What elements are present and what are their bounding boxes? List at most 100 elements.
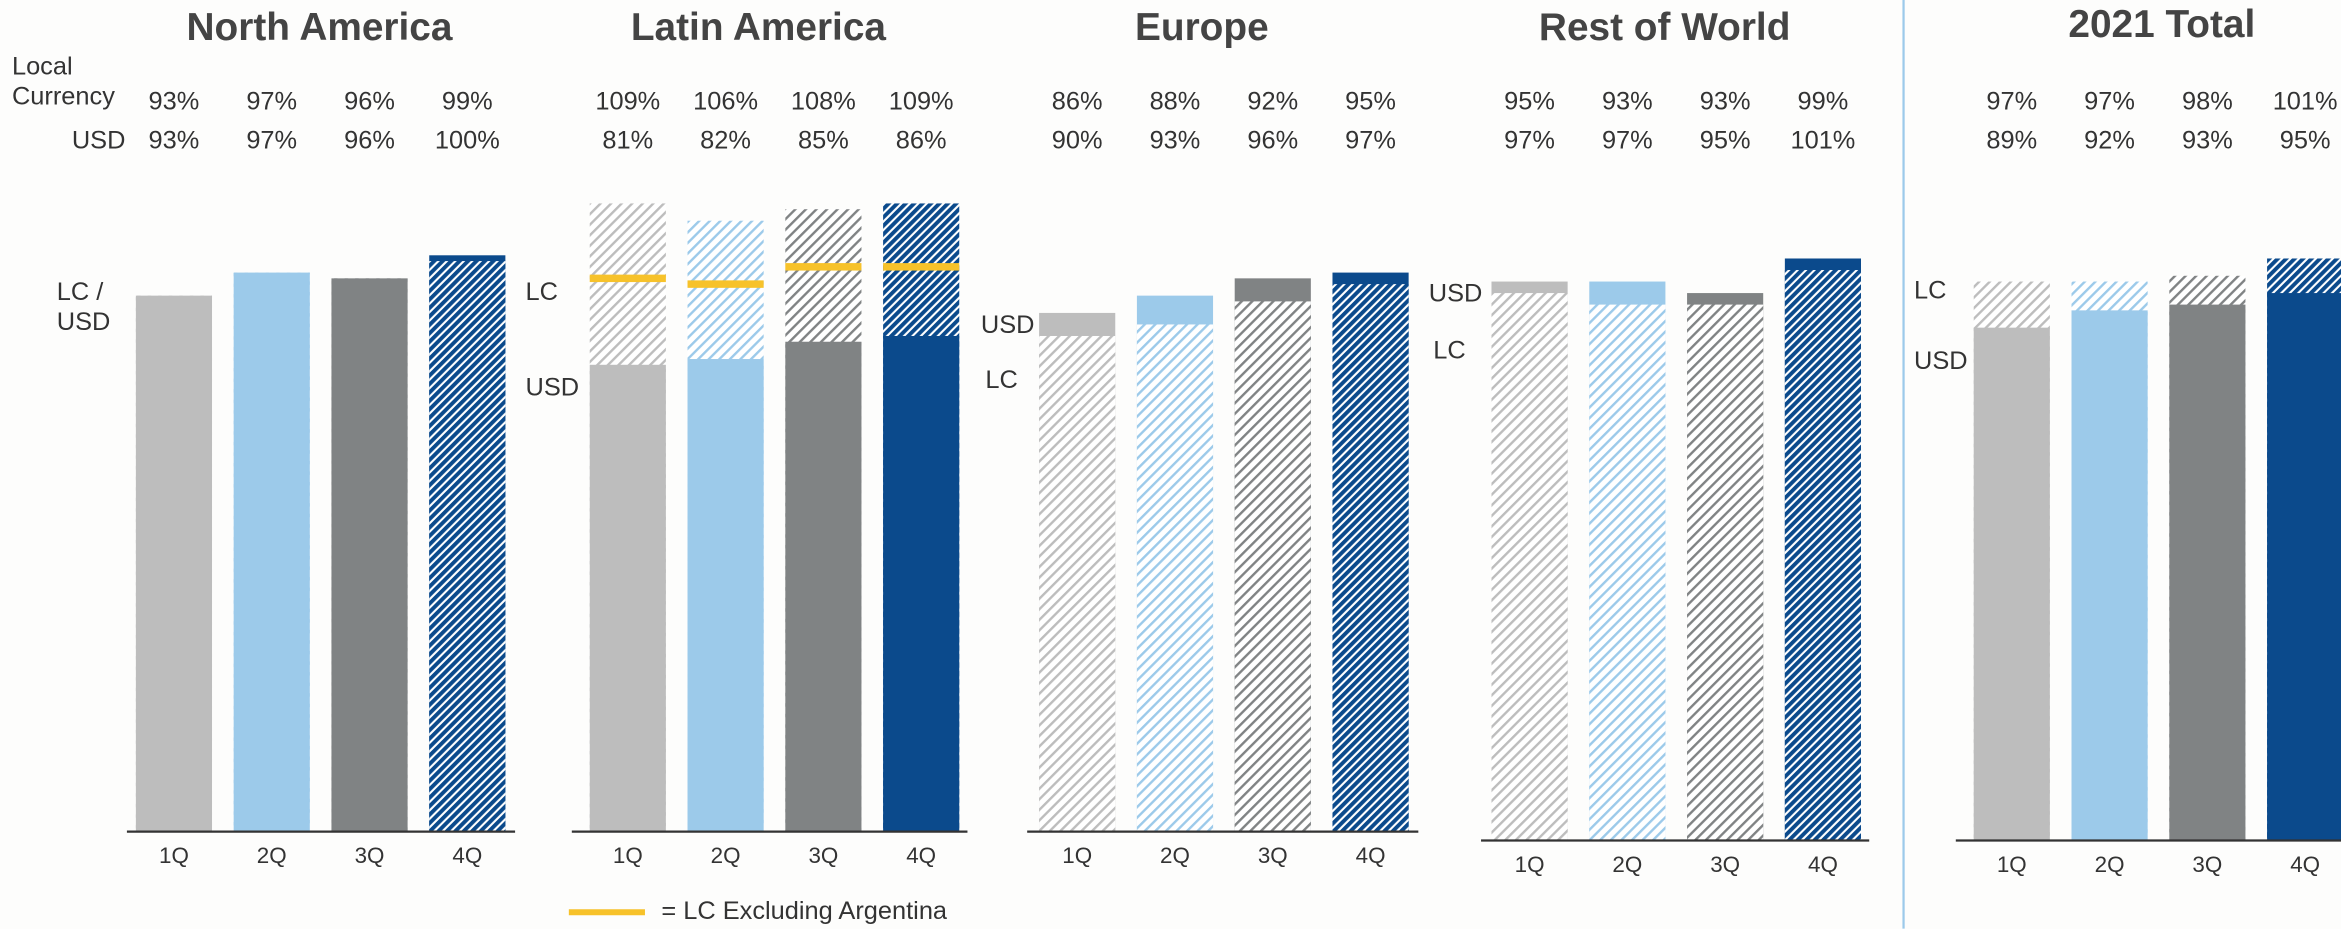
row-label-box: Local Currency	[11, 52, 115, 111]
argentina-marker	[687, 280, 764, 288]
annotation: LC	[525, 277, 558, 307]
x-tick-label: 2Q	[1612, 852, 1642, 877]
annotation-box: LC	[985, 365, 1018, 395]
annotation-box: LC	[525, 277, 558, 307]
x-tick-label: 1Q	[1062, 843, 1092, 868]
bar-usd	[883, 335, 960, 832]
bar-lc	[1136, 324, 1214, 832]
lc-value-label: 108%	[791, 88, 856, 116]
x-tick-label: 1Q	[1997, 852, 2027, 877]
row-label: Local Currency	[11, 52, 115, 111]
x-tick-label: 4Q	[452, 843, 482, 868]
x-tick-label: 2Q	[257, 843, 287, 868]
bar-lc	[1332, 284, 1409, 832]
usd-value-label: 95%	[1700, 127, 1751, 155]
bar-usd	[589, 364, 666, 832]
bar-lc	[1491, 293, 1568, 841]
bar-usd	[785, 341, 862, 832]
usd-value-label: 96%	[1247, 127, 1298, 155]
argentina-marker	[883, 263, 960, 271]
lc-value-label: 96%	[344, 88, 395, 116]
usd-value-label: 97%	[1345, 127, 1396, 155]
lc-value-label: 88%	[1150, 88, 1201, 116]
bar-usd	[135, 295, 213, 832]
lc-value-label: 98%	[2182, 88, 2233, 116]
annotation-box: USD	[1428, 279, 1483, 308]
x-tick-label: 4Q	[2290, 852, 2320, 877]
bar-lc	[1784, 270, 1861, 841]
bar-usd	[331, 278, 408, 832]
annotation: LC	[985, 365, 1018, 395]
annotation: USD	[1428, 279, 1483, 308]
lc-value-label: 97%	[2084, 88, 2135, 116]
bar-lc	[1589, 304, 1666, 841]
lc-value-label: 93%	[149, 88, 200, 116]
x-tick-label: 1Q	[159, 843, 189, 868]
usd-value-label: 101%	[1790, 127, 1855, 155]
usd-value-label: 93%	[149, 127, 200, 155]
bar-lc	[1687, 304, 1764, 841]
lc-value-label: 109%	[595, 88, 660, 116]
panel-title: North America	[187, 6, 453, 49]
x-tick-label: 2Q	[711, 843, 741, 868]
annotation: LC	[1433, 335, 1466, 365]
usd-value-label: 97%	[1504, 127, 1555, 155]
x-tick-label: 3Q	[808, 843, 838, 868]
annotation: USD	[980, 310, 1035, 339]
usd-value-label: 90%	[1052, 127, 1103, 155]
bar-usd	[233, 272, 310, 832]
legend-label: = LC Excluding Argentina	[661, 897, 948, 925]
bar-usd	[687, 359, 764, 832]
argentina-marker	[785, 263, 862, 271]
usd-value-label: 85%	[798, 127, 849, 155]
panel-title: Latin America	[631, 6, 887, 49]
lc-value-label: 95%	[1345, 88, 1396, 116]
bar-usd	[2071, 310, 2148, 841]
argentina-marker	[589, 274, 666, 283]
x-tick-label: 3Q	[2192, 852, 2222, 877]
lc-value-label: 99%	[1798, 88, 1849, 116]
bar-lc	[429, 261, 506, 832]
usd-value-label: 100%	[435, 127, 500, 155]
panel-title: 2021 Total	[2068, 3, 2255, 46]
row-label: USD	[72, 127, 126, 155]
usd-value-label: 86%	[896, 127, 947, 155]
lc-value-label: 99%	[442, 88, 493, 116]
lc-value-label: 97%	[246, 88, 297, 116]
annotation-box: LC	[1433, 335, 1466, 365]
annotation-box: USD	[526, 373, 580, 401]
lc-value-label: 93%	[1700, 88, 1751, 116]
annotation: LC / USD	[56, 277, 111, 336]
x-tick-label: 3Q	[355, 843, 385, 868]
bar-usd	[1973, 327, 2050, 841]
panel-title: Europe	[1135, 6, 1269, 49]
usd-value-label: 93%	[1150, 127, 1201, 155]
x-tick-label: 4Q	[1808, 852, 1838, 877]
usd-value-label: 96%	[344, 127, 395, 155]
bar-usd	[2169, 304, 2246, 841]
lc-value-label: 97%	[1986, 88, 2037, 116]
x-tick-label: 4Q	[906, 843, 936, 868]
x-tick-label: 1Q	[1515, 852, 1545, 877]
annotation: USD	[1913, 346, 1968, 375]
usd-value-label: 93%	[2182, 127, 2233, 155]
annotation-box: USD	[980, 310, 1035, 339]
x-tick-label: 1Q	[613, 843, 643, 868]
usd-value-label: 95%	[2280, 127, 2331, 155]
lc-value-label: 109%	[889, 88, 954, 116]
panel-title: Rest of World	[1539, 6, 1790, 49]
annotation-box: USD	[1913, 346, 1968, 375]
annotation: LC	[1913, 276, 1947, 305]
bar-lc	[1234, 301, 1311, 832]
usd-value-label: 81%	[602, 127, 653, 155]
x-tick-label: 2Q	[1160, 843, 1190, 868]
x-tick-label: 2Q	[2095, 852, 2125, 877]
usd-value-label: 82%	[700, 127, 751, 155]
lc-value-label: 95%	[1504, 88, 1555, 116]
annotation-box: LC / USD	[56, 277, 111, 336]
x-tick-label: 4Q	[1356, 843, 1386, 868]
bar-usd	[2267, 293, 2341, 841]
lc-value-label: 92%	[1247, 88, 1298, 116]
usd-value-label: 89%	[1986, 127, 2037, 155]
